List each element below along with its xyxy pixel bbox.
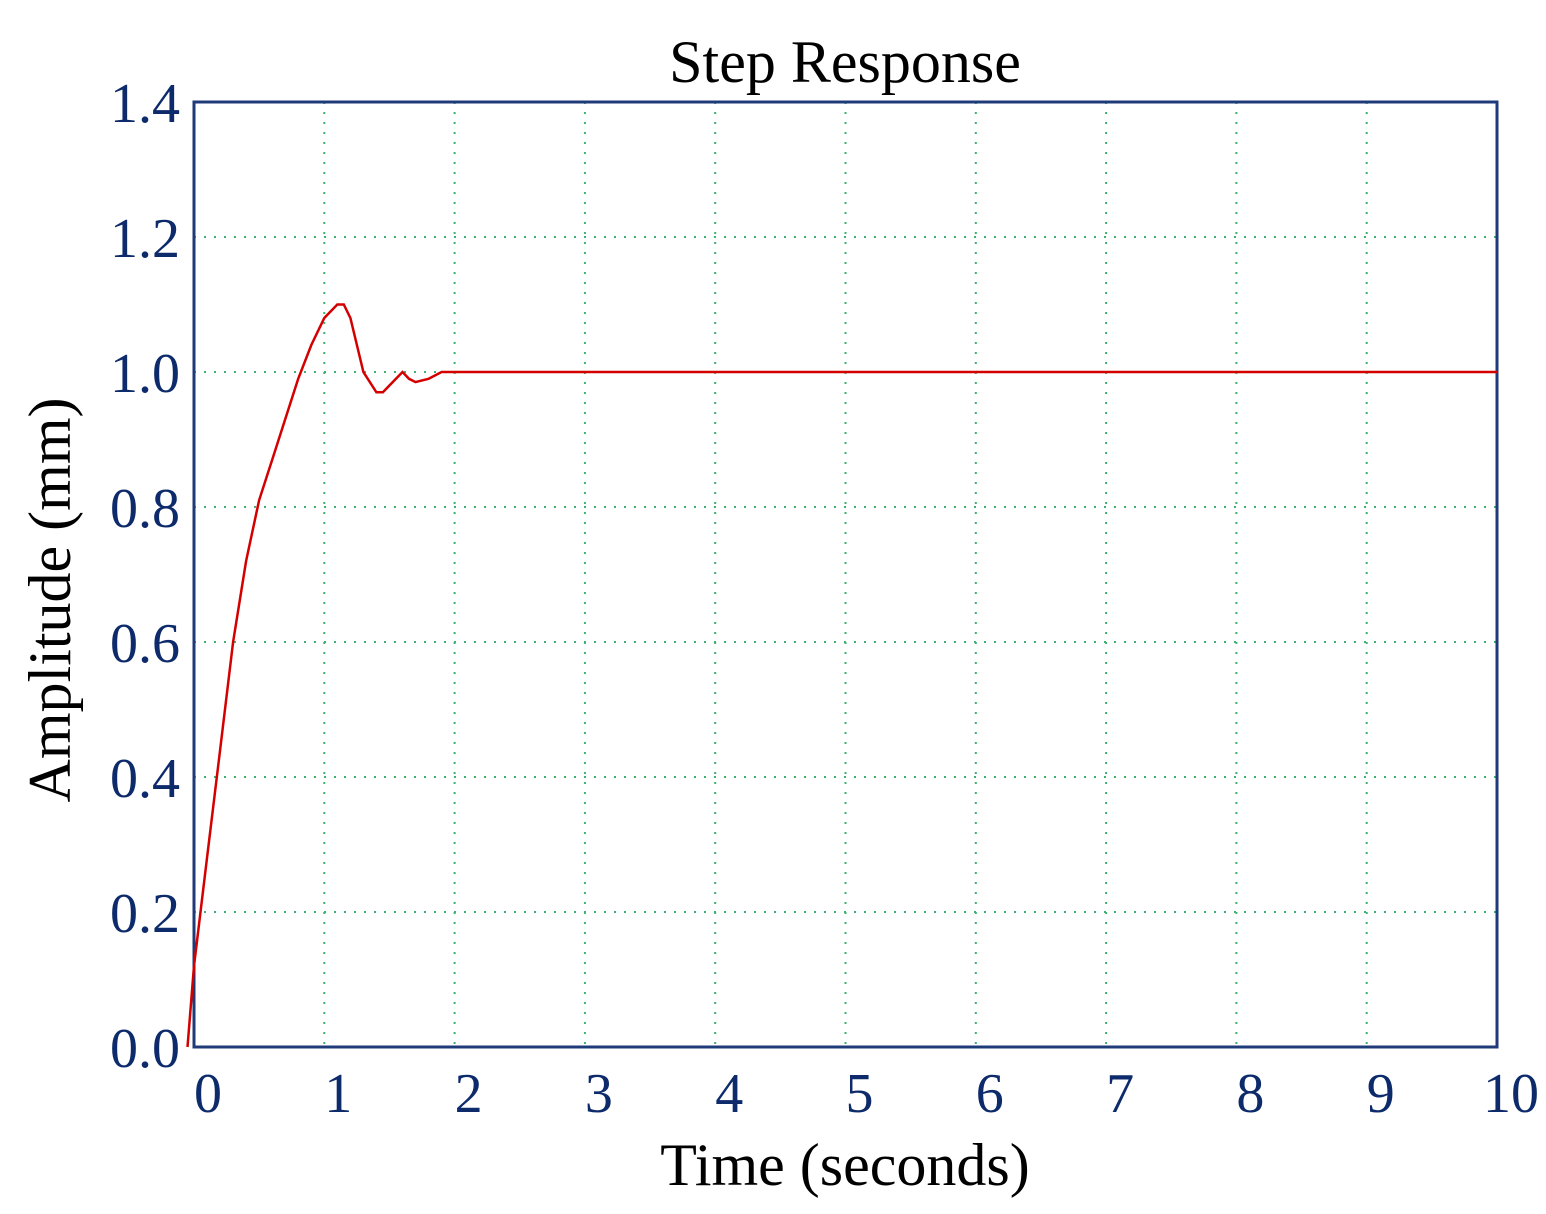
x-tick-label: 4	[715, 1063, 743, 1125]
x-tick-label: 3	[585, 1063, 613, 1125]
grid	[194, 102, 1497, 1047]
x-tick-label: 2	[455, 1063, 483, 1125]
y-tick-label: 1.2	[110, 208, 180, 270]
y-tick-label: 0.8	[110, 478, 180, 540]
x-tick-label: 10	[1483, 1063, 1539, 1125]
series-line	[186, 303, 1497, 1048]
plot-frame	[192, 100, 1499, 1049]
x-tick-label: 5	[846, 1063, 874, 1125]
y-tick-label: 0.2	[110, 883, 180, 945]
chart-title: Step Response	[669, 29, 1021, 95]
x-tick-label: 6	[976, 1063, 1004, 1125]
y-tick-label: 1.4	[110, 73, 180, 135]
y-tick-label: 1.0	[110, 343, 180, 405]
x-tick-label: 0	[194, 1063, 222, 1125]
y-tick-labels: 0.0 0.2 0.4 0.6 0.8 1.0 1.2 1.4	[110, 73, 180, 1080]
x-axis-label: Time (seconds)	[660, 1132, 1029, 1198]
x-tick-label: 7	[1106, 1063, 1134, 1125]
x-tick-label: 9	[1367, 1063, 1395, 1125]
x-tick-labels: 0 1 2 3 4 5 6 7 8 9 10	[194, 1063, 1539, 1125]
y-tick-label: 0.0	[110, 1018, 180, 1080]
y-tick-label: 0.4	[110, 748, 180, 810]
x-tick-label: 8	[1236, 1063, 1264, 1125]
y-axis-label: Amplitude (mm)	[17, 398, 83, 803]
x-tick-label: 1	[324, 1063, 352, 1125]
y-tick-label: 0.6	[110, 613, 180, 675]
